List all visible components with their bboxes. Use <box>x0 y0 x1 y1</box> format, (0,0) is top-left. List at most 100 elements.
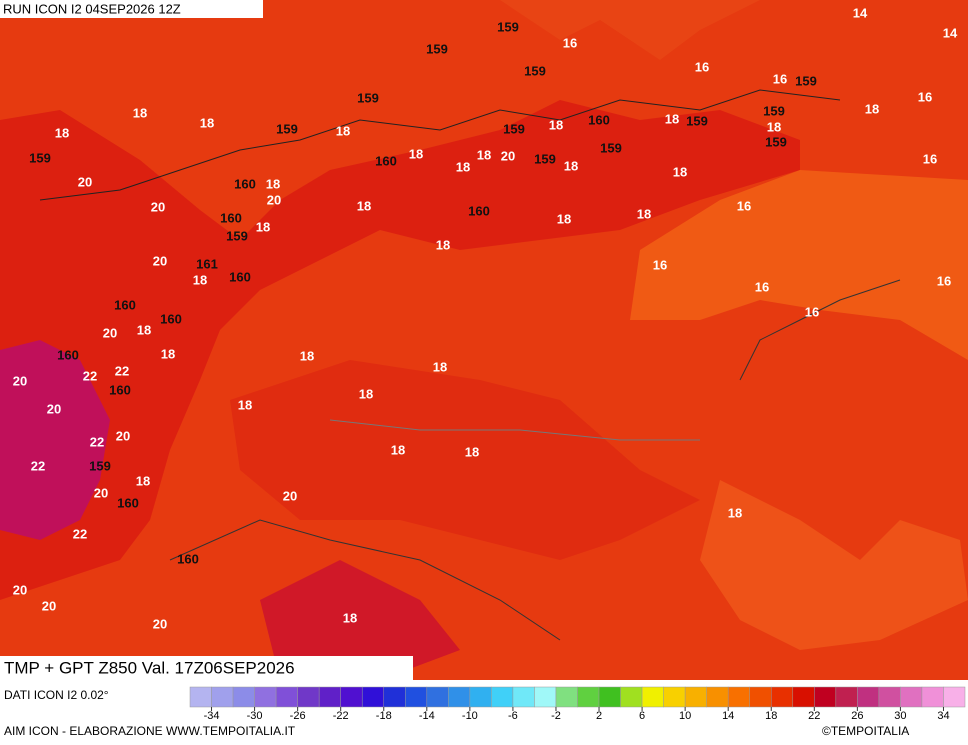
contour-label: 18 <box>391 442 405 457</box>
contour-label: 20 <box>151 199 165 214</box>
contour-label: 18 <box>433 359 447 374</box>
scale-swatch <box>857 686 880 708</box>
credit-label: AIM ICON - ELABORAZIONE WWW.TEMPOITALIA.… <box>4 724 296 738</box>
contour-label: 18 <box>865 101 879 116</box>
scale-tick-label: -30 <box>247 710 263 722</box>
scale-swatch <box>641 686 664 708</box>
scale-swatch <box>555 686 578 708</box>
contour-label: 18 <box>161 346 175 361</box>
contour-label: 22 <box>83 368 97 383</box>
map-title: TMP + GPT Z850 Val. 17Z06SEP2026 <box>4 658 295 677</box>
run-label: RUN ICON I2 04SEP2026 12Z <box>3 1 181 16</box>
scale-swatch <box>943 686 966 708</box>
contour-label: 18 <box>238 397 252 412</box>
contour-label: 160 <box>468 203 490 218</box>
contour-label: 160 <box>177 551 199 566</box>
scale-tick-label: -2 <box>551 710 561 722</box>
contour-label: 18 <box>300 348 314 363</box>
contour-label: 20 <box>116 428 130 443</box>
cool-zone <box>700 480 968 650</box>
contour-label: 16 <box>918 89 932 104</box>
contour-label: 160 <box>220 210 242 225</box>
contour-label: 159 <box>524 63 546 78</box>
contour-label: 20 <box>501 148 515 163</box>
scale-tick-label: 26 <box>851 710 863 722</box>
hot-zone <box>0 340 110 540</box>
scale-tick-label: -26 <box>290 710 306 722</box>
scale-swatch <box>340 686 363 708</box>
coastline <box>739 279 901 381</box>
contour-label: 159 <box>503 121 525 136</box>
contour-label: 20 <box>153 616 167 631</box>
contour-label: 159 <box>426 41 448 56</box>
contour-label: 18 <box>728 505 742 520</box>
contour-label: 18 <box>193 272 207 287</box>
contour-label: 14 <box>853 5 868 20</box>
contour-label: 159 <box>763 103 785 118</box>
scale-tick-label: -22 <box>333 710 349 722</box>
title-box <box>0 656 413 682</box>
contour-label: 160 <box>375 153 397 168</box>
scale-tick-label: 2 <box>596 710 602 722</box>
contour-label: 159 <box>357 90 379 105</box>
contour-label: 18 <box>133 105 147 120</box>
contour-label: 18 <box>557 211 571 226</box>
contour-label: 18 <box>409 146 423 161</box>
scale-swatch <box>405 686 428 708</box>
contour-label: 160 <box>160 311 182 326</box>
scale-tick-label: 14 <box>722 710 734 722</box>
contour-label: 18 <box>256 219 270 234</box>
contour-label: 18 <box>137 322 151 337</box>
contour-label: 20 <box>267 192 281 207</box>
contour-label: 159 <box>226 228 248 243</box>
scale-tick-label: 18 <box>765 710 777 722</box>
contour-label: 18 <box>359 386 373 401</box>
contour-label: 20 <box>153 253 167 268</box>
scale-swatch <box>814 686 837 708</box>
scale-swatch <box>383 686 406 708</box>
scale-swatch <box>448 686 471 708</box>
contour-label: 20 <box>13 373 27 388</box>
contour-label: 20 <box>103 325 117 340</box>
scale-swatch <box>318 686 341 708</box>
scale-tick-label: -6 <box>508 710 518 722</box>
scale-swatch <box>577 686 600 708</box>
scale-swatch <box>275 686 298 708</box>
contour-label: 16 <box>695 59 709 74</box>
contour-label: 16 <box>773 71 787 86</box>
scale-tick-label: 30 <box>894 710 906 722</box>
contour-label: 18 <box>549 117 563 132</box>
scale-swatch <box>534 686 557 708</box>
contour-label: 160 <box>234 176 256 191</box>
scale-tick-label: 10 <box>679 710 691 722</box>
contour-label: 160 <box>588 112 610 127</box>
contour-label: 22 <box>73 526 87 541</box>
contour-label: 18 <box>673 164 687 179</box>
contour-label: 159 <box>534 151 556 166</box>
scale-swatch <box>749 686 772 708</box>
contour-label: 161 <box>196 256 218 271</box>
contour-label: 20 <box>42 598 56 613</box>
scale-swatch <box>771 686 794 708</box>
contour-label: 16 <box>755 279 769 294</box>
contour-label: 159 <box>600 140 622 155</box>
contour-label: 159 <box>276 121 298 136</box>
contour-label: 18 <box>637 206 651 221</box>
scale-swatch <box>727 686 750 708</box>
warm-zone <box>260 560 460 680</box>
scale-tick-label: -34 <box>204 710 220 722</box>
contour-label: 16 <box>737 198 751 213</box>
contour-label: 22 <box>31 458 45 473</box>
contour-label: 159 <box>686 113 708 128</box>
contour-label: 18 <box>336 123 350 138</box>
contour-label: 22 <box>90 434 104 449</box>
contour-label: 160 <box>229 269 251 284</box>
contour-label: 160 <box>109 382 131 397</box>
scale-swatch <box>189 686 212 708</box>
contour-label: 18 <box>343 610 357 625</box>
contour-label: 160 <box>117 495 139 510</box>
scale-tick-label: -14 <box>419 710 435 722</box>
scale-swatch <box>706 686 729 708</box>
